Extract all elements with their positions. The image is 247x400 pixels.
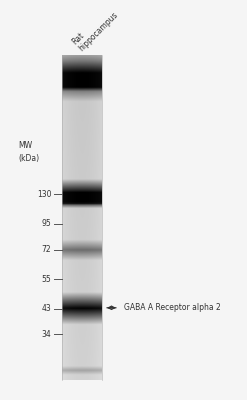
Text: 55: 55 [42, 274, 51, 284]
Text: 34: 34 [42, 330, 51, 339]
Text: GABA A Receptor alpha 2: GABA A Receptor alpha 2 [124, 303, 221, 312]
Text: MW: MW [18, 141, 33, 150]
Text: (kDa): (kDa) [18, 154, 40, 163]
Text: 72: 72 [42, 245, 51, 254]
Text: 43: 43 [42, 304, 51, 313]
Text: Rat
hippocampus: Rat hippocampus [70, 4, 120, 53]
Text: 130: 130 [37, 190, 51, 199]
Text: 95: 95 [42, 219, 51, 228]
